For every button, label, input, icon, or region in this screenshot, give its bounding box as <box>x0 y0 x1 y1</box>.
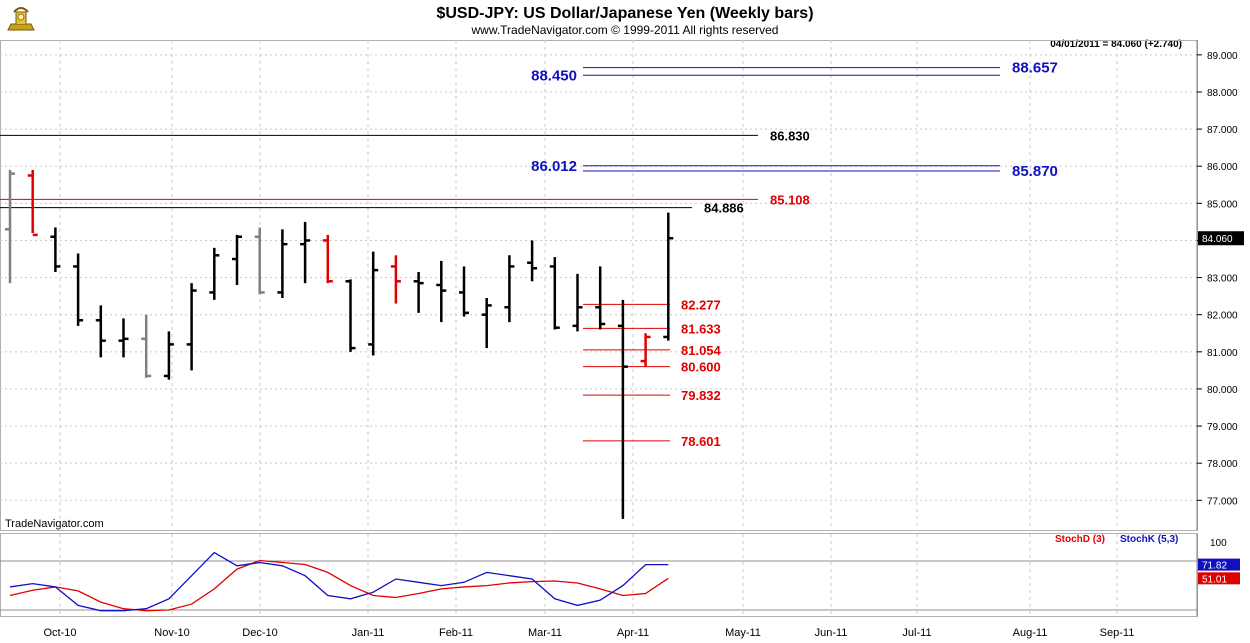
stochd-legend: StochD (3) <box>1055 534 1105 545</box>
price-tick-label: 82.000 <box>1207 311 1238 322</box>
stochk-value-label: 71.82 <box>1202 561 1227 572</box>
x-tick-label: Oct-10 <box>43 627 76 639</box>
level-label: 82.277 <box>681 297 721 312</box>
stochk-line <box>9 551 669 612</box>
price-tick-label: 80.000 <box>1207 385 1238 396</box>
x-tick-label: Mar-11 <box>528 627 562 639</box>
x-tick-label: Jun-11 <box>815 627 848 639</box>
chart-title: $USD-JPY: US Dollar/Japanese Yen (Weekly… <box>436 5 813 22</box>
level-label: 86.012 <box>531 158 577 175</box>
x-tick-label: May-11 <box>725 627 761 639</box>
watermark: TradeNavigator.com <box>5 518 104 530</box>
last-quote-readout: 04/01/2011 = 84.060 (+2.740) <box>1050 39 1182 50</box>
level-label: 86.830 <box>770 128 810 143</box>
trade-navigator-logo <box>4 2 38 36</box>
price-axis: 77.000 78.000 79.000 80.000 81.000 82.000 83.0… <box>1196 40 1244 530</box>
stochk-value-box <box>1198 558 1240 571</box>
chart-subtitle: www.TradeNavigator.com © 1999-2011 All r… <box>471 23 779 37</box>
price-tick-label: 89.000 <box>1207 51 1238 62</box>
x-tick-label: Nov-10 <box>154 627 189 639</box>
date-axis: Oct-10 Nov-10 Dec-10 Jan-11 Feb-11 Mar-11 Apr-… <box>43 627 1134 639</box>
level-label: 88.657 <box>1012 60 1058 77</box>
last-price-label: 84.060 <box>1202 234 1233 245</box>
stochd-value-label: 51.01 <box>1202 574 1227 585</box>
x-tick-label: Feb-11 <box>439 627 473 639</box>
stochk-legend: StochK (5,3) <box>1120 534 1178 545</box>
level-label: 84.886 <box>704 201 744 216</box>
price-tick-label: 85.000 <box>1207 199 1238 210</box>
price-tick-label: 81.000 <box>1207 348 1238 359</box>
x-tick-label: Sep-11 <box>1100 627 1135 639</box>
last-price-box <box>1198 231 1244 246</box>
x-tick-label: Jul-11 <box>902 627 931 639</box>
x-tick-label: Jan-11 <box>352 627 385 639</box>
price-tick-label: 78.000 <box>1207 459 1238 470</box>
x-tick-label: Dec-10 <box>242 627 277 639</box>
x-tick-label: Aug-11 <box>1013 627 1048 639</box>
ohlc-bars <box>5 169 674 519</box>
stochd-line <box>9 559 669 612</box>
level-label: 85.870 <box>1012 163 1058 180</box>
price-tick-label: 77.000 <box>1207 496 1238 507</box>
price-tick-label: 83.000 <box>1207 274 1238 285</box>
level-label: 81.633 <box>681 321 721 336</box>
stoch-axis-tick-100: 100 <box>1210 538 1227 549</box>
price-tick-label: 87.000 <box>1207 125 1238 136</box>
price-tick-label: 88.000 <box>1207 88 1238 99</box>
stochastic-panel: 51.01 71.82 <box>0 534 1240 616</box>
x-tick-label: Apr-11 <box>617 627 649 639</box>
stoch-panel-frame <box>0 533 1198 617</box>
stochd-value-box <box>1198 572 1240 585</box>
price-tick-label: 86.000 <box>1207 162 1238 173</box>
level-label: 81.054 <box>681 343 722 358</box>
price-tick-label: 79.000 <box>1207 422 1238 433</box>
level-label: 80.600 <box>681 360 721 375</box>
price-levels: 88.657 88.450 86.830 86.012 85.870 85.108 84.8… <box>0 60 1058 449</box>
level-label: 85.108 <box>770 192 810 207</box>
level-label: 88.450 <box>531 67 577 84</box>
level-label: 79.832 <box>681 388 721 403</box>
level-label: 78.601 <box>681 434 721 449</box>
